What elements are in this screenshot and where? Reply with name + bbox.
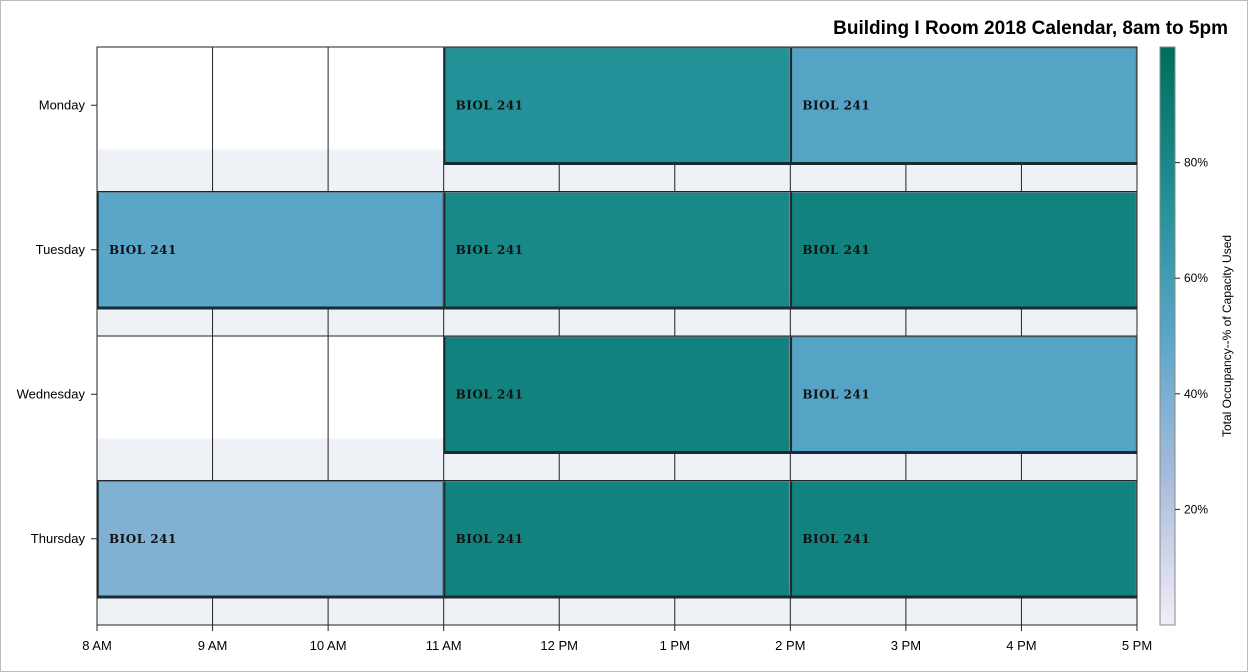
schedule-block: BIOL 241 bbox=[790, 47, 1137, 165]
x-tick-label: 10 AM bbox=[310, 638, 347, 653]
x-tick-label: 1 PM bbox=[660, 638, 690, 653]
schedule-block: BIOL 241 bbox=[443, 481, 791, 599]
block-fill bbox=[790, 336, 1137, 452]
legend-tick-label: 80% bbox=[1184, 156, 1208, 170]
block-label: BIOL 241 bbox=[109, 532, 177, 546]
y-axis: Monday Tuesday Wednesday Thursday bbox=[17, 97, 97, 546]
x-tick-label: 3 PM bbox=[891, 638, 921, 653]
block-label: BIOL 241 bbox=[456, 387, 524, 401]
block-fill bbox=[444, 481, 790, 597]
block-label: BIOL 241 bbox=[802, 98, 870, 112]
schedule-block: BIOL 241 bbox=[97, 192, 444, 310]
block-fill bbox=[97, 192, 444, 308]
x-tick-label: 5 PM bbox=[1122, 638, 1152, 653]
x-tick-label: 11 AM bbox=[426, 638, 462, 653]
legend-tick-label: 20% bbox=[1184, 502, 1208, 516]
block-label: BIOL 241 bbox=[456, 98, 524, 112]
y-tick-label: Wednesday bbox=[17, 386, 86, 401]
schedule-block: BIOL 241 bbox=[790, 192, 1137, 310]
legend-tick-label: 40% bbox=[1184, 387, 1208, 401]
plot-border bbox=[96, 46, 1138, 626]
y-tick-label: Monday bbox=[39, 97, 86, 112]
schedule-block: BIOL 241 bbox=[443, 47, 791, 165]
color-legend: 20% 40% 60% 80% Total Occupancy--% of Capaci… bbox=[1159, 46, 1234, 626]
x-tick-label: 4 PM bbox=[1006, 638, 1036, 653]
block-fill bbox=[444, 47, 790, 163]
y-tick-label: Tuesday bbox=[36, 242, 86, 257]
block-fill bbox=[790, 192, 1137, 308]
block-label: BIOL 241 bbox=[109, 243, 177, 257]
schedule-block: BIOL 241 bbox=[443, 192, 791, 310]
schedule-block: BIOL 241 bbox=[443, 336, 791, 454]
block-fill bbox=[444, 336, 790, 452]
x-axis: 8 AM 9 AM 10 AM 11 AM 12 PM 1 PM 2 PM 3 PM 4 PM 5… bbox=[82, 625, 1152, 653]
plot-area: BIOL 241 BIOL 241 BIOL 241 BIOL 241 BIOL 241… bbox=[96, 46, 1138, 626]
chart-title: Building I Room 2018 Calendar, 8am to 5p… bbox=[833, 18, 1228, 39]
x-tick-label: 8 AM bbox=[82, 638, 112, 653]
schedule-block: BIOL 241 bbox=[790, 481, 1137, 599]
y-tick-label: Thursday bbox=[31, 531, 86, 546]
schedule-block: BIOL 241 bbox=[97, 481, 444, 599]
x-tick-label: 9 AM bbox=[198, 638, 228, 653]
block-label: BIOL 241 bbox=[802, 243, 870, 257]
block-fill bbox=[790, 481, 1137, 597]
block-fill bbox=[97, 481, 444, 597]
block-label: BIOL 241 bbox=[456, 243, 524, 257]
legend-bar bbox=[1159, 46, 1176, 626]
legend-tick-label: 60% bbox=[1184, 271, 1208, 285]
legend-title: Total Occupancy--% of Capacity Used bbox=[1220, 235, 1234, 437]
schedule-block: BIOL 241 bbox=[790, 336, 1137, 454]
block-label: BIOL 241 bbox=[802, 532, 870, 546]
x-tick-label: 12 PM bbox=[540, 638, 578, 653]
block-label: BIOL 241 bbox=[456, 532, 524, 546]
x-tick-label: 2 PM bbox=[775, 638, 805, 653]
block-label: BIOL 241 bbox=[802, 387, 870, 401]
